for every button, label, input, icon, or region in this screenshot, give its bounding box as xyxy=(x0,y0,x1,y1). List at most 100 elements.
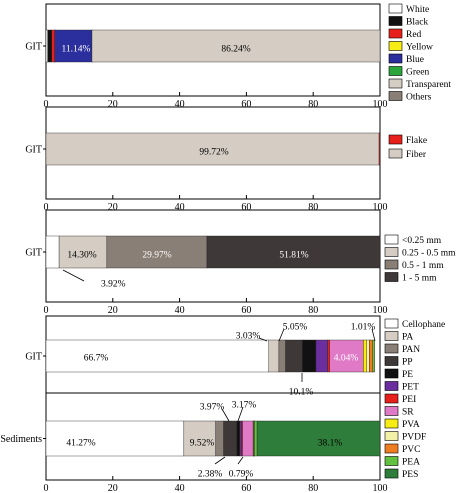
legend-swatch xyxy=(384,247,399,257)
bar-segment xyxy=(236,420,241,457)
x-tick-label: 60 xyxy=(241,305,251,316)
legend-label: PAN xyxy=(402,345,420,355)
legend-swatch xyxy=(388,78,403,89)
legend-label: 1 - 5 mm xyxy=(402,274,437,284)
label-leader xyxy=(214,456,226,465)
x-tick-label: 80 xyxy=(308,305,318,316)
legend-label: <0.25 mm xyxy=(402,236,442,246)
legend-swatch xyxy=(384,234,399,245)
bar-segment xyxy=(363,339,367,373)
legend-swatch xyxy=(388,41,403,51)
legend-label: Green xyxy=(406,68,429,78)
data-label: 5.05% xyxy=(283,323,308,333)
x-tick-label: 20 xyxy=(108,483,118,493)
legend-swatch xyxy=(388,66,403,76)
data-label: 99.72% xyxy=(199,148,228,158)
bar-segment xyxy=(45,132,380,166)
data-label: 51.81% xyxy=(279,251,308,261)
x-tick-label: 0 xyxy=(44,202,49,213)
bar-segment xyxy=(315,339,328,373)
legend-swatch xyxy=(384,393,399,404)
x-tick-label: 40 xyxy=(175,202,185,213)
legend-swatch xyxy=(384,343,399,354)
legend-label: Yellow xyxy=(406,43,433,53)
data-label: 14.30% xyxy=(67,251,96,261)
legend-swatch xyxy=(384,431,399,441)
x-tick-label: 0 xyxy=(44,483,49,493)
bar-segment xyxy=(58,235,108,269)
legend-swatch xyxy=(384,456,399,466)
legend-label: Cellophane xyxy=(402,320,445,330)
data-label: 4.04% xyxy=(334,354,359,364)
data-label: 66.7% xyxy=(84,354,109,364)
x-tick-label: 100 xyxy=(373,305,388,316)
bar-segment xyxy=(329,339,364,373)
legend-swatch xyxy=(384,381,399,391)
data-label: 1.01% xyxy=(351,323,376,333)
x-tick-label: 20 xyxy=(108,99,118,110)
legend-swatch xyxy=(388,28,403,39)
category-label: GIT xyxy=(25,352,42,363)
bar-segment xyxy=(223,420,238,457)
bar-segment xyxy=(242,420,254,457)
bar-segment xyxy=(45,235,60,269)
legend-label: PEA xyxy=(402,458,420,468)
x-tick-label: 20 xyxy=(108,305,118,316)
bar-segment xyxy=(327,339,330,373)
legend-swatch xyxy=(388,91,403,101)
bar-segment xyxy=(372,339,375,373)
category-label: GIT xyxy=(25,248,42,259)
data-label: 10.1% xyxy=(289,388,314,398)
x-tick-label: 0 xyxy=(44,99,49,110)
legend-label: Transparent xyxy=(406,80,451,90)
bar-segment xyxy=(268,339,280,373)
bar-segment xyxy=(256,420,381,457)
data-label: 11.14% xyxy=(62,45,91,55)
data-label: 86.24% xyxy=(221,45,250,55)
x-tick-label: 40 xyxy=(175,305,185,316)
x-tick-label: 40 xyxy=(175,483,185,493)
legend-label: PEI xyxy=(402,395,416,405)
bar-segment xyxy=(54,29,93,63)
label-leader xyxy=(237,456,244,465)
x-tick-label: 60 xyxy=(241,483,251,493)
data-label: 3.92% xyxy=(101,280,126,290)
data-label: 3.17% xyxy=(232,401,257,411)
legend-swatch xyxy=(384,318,399,329)
plot-frame xyxy=(45,315,381,481)
legend-swatch xyxy=(388,3,403,14)
data-label: 9.52% xyxy=(190,439,215,449)
x-tick-label: 60 xyxy=(241,99,251,110)
category-label: GIT xyxy=(25,42,42,53)
x-tick-label: 20 xyxy=(108,202,118,213)
legend-swatch xyxy=(384,443,399,454)
bar-segment xyxy=(45,420,185,457)
data-label: 2.38% xyxy=(198,470,223,480)
bar-segment xyxy=(45,29,48,63)
data-label: 3.97% xyxy=(200,403,225,413)
x-tick-label: 40 xyxy=(175,99,185,110)
bar-segment xyxy=(51,29,55,63)
category-label: Sediments xyxy=(0,434,42,445)
label-leader xyxy=(258,337,268,342)
legend-label: SR xyxy=(402,408,414,418)
x-tick-label: 80 xyxy=(308,483,318,493)
x-tick-label: 80 xyxy=(308,99,318,110)
label-leader xyxy=(62,269,85,282)
legend-swatch xyxy=(384,468,399,479)
bar-segment xyxy=(278,339,286,373)
bar-segment xyxy=(206,235,381,269)
data-label: 41.27% xyxy=(66,439,95,449)
legend-label: 0.5 - 1 mm xyxy=(402,261,444,271)
bar-segment xyxy=(91,29,381,63)
legend-label: Black xyxy=(406,18,428,28)
data-label: 38.1% xyxy=(318,439,343,449)
x-tick-label: 0 xyxy=(44,305,49,316)
bar-segment xyxy=(183,420,216,457)
legend-swatch xyxy=(384,368,399,379)
bar-segment xyxy=(366,339,370,373)
bar-segment xyxy=(239,420,242,457)
bar-segment xyxy=(285,339,303,373)
legend-label: 0.25 - 0.5 mm xyxy=(402,249,456,259)
